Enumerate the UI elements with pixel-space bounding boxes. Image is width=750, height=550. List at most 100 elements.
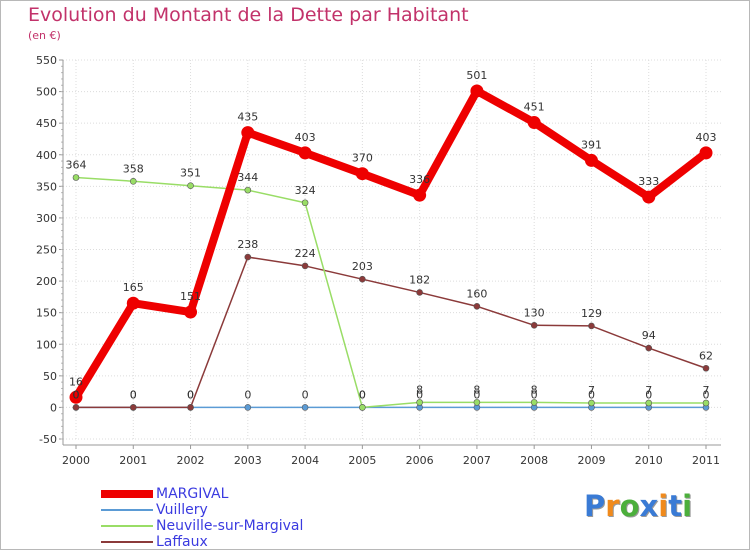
data-label: 0: [703, 388, 710, 401]
data-label: 0: [130, 388, 137, 401]
data-point: [645, 344, 653, 352]
data-label: 165: [123, 281, 144, 294]
data-label: 130: [524, 306, 545, 319]
legend-item: Laffaux: [101, 534, 303, 550]
data-label: 0: [588, 388, 595, 401]
data-point: [359, 404, 366, 411]
data-point: [241, 126, 255, 140]
data-label: 129: [581, 307, 602, 320]
x-tick-label: 2004: [291, 454, 319, 467]
data-point: [473, 399, 481, 406]
data-label: 0: [645, 388, 652, 401]
chart-legend: MARGIVAL Vuillery Neuville-sur-Margival Laf…: [101, 486, 303, 550]
data-point: [301, 199, 309, 207]
legend-label: Vuillery: [156, 502, 208, 518]
data-label: 370: [352, 152, 373, 165]
logo-letter: P: [584, 489, 606, 523]
logo-letter: i: [682, 489, 693, 523]
data-point: [301, 404, 309, 411]
logo-letter: o: [619, 489, 640, 523]
data-label: 94: [642, 329, 656, 342]
data-point: [355, 167, 369, 181]
data-label: 224: [295, 247, 316, 260]
y-tick-label: 150: [36, 307, 57, 320]
data-label: 7: [703, 384, 710, 397]
data-point: [642, 190, 656, 204]
series-neuville-sur-margival: [72, 174, 710, 411]
data-point: [470, 84, 484, 98]
data-label: 8: [473, 383, 480, 396]
data-point: [69, 390, 83, 404]
data-point: [72, 404, 80, 411]
data-label: 403: [696, 131, 717, 144]
y-tick-label: 450: [36, 117, 57, 130]
data-point: [702, 399, 710, 407]
data-label: 0: [244, 388, 251, 401]
data-point: [129, 177, 137, 185]
data-point: [187, 182, 194, 190]
data-point: [588, 399, 595, 407]
data-point: [301, 262, 309, 270]
data-label: 403: [295, 131, 316, 144]
series-margival: [69, 84, 713, 404]
data-point: [530, 399, 538, 406]
chart-subtitle: (en €): [28, 29, 61, 42]
data-point: [416, 399, 423, 406]
data-label: 0: [130, 388, 137, 401]
data-point: [359, 275, 366, 283]
data-label: 0: [359, 388, 366, 401]
data-point: [530, 321, 538, 329]
legend-label: MARGIVAL: [156, 486, 229, 502]
data-point: [126, 296, 140, 310]
data-label: 238: [237, 238, 258, 251]
x-tick-label: 2011: [692, 454, 720, 467]
legend-swatch: [101, 525, 153, 527]
series-line: [75, 256, 707, 409]
data-label: 501: [466, 69, 487, 82]
data-label: 62: [699, 349, 713, 362]
logo-letter: x: [639, 489, 659, 523]
data-label: 7: [645, 384, 652, 397]
logo-letter: r: [605, 489, 620, 523]
x-tick-label: 2003: [234, 454, 262, 467]
x-tick-label: 2010: [635, 454, 663, 467]
data-label: 351: [180, 167, 201, 180]
y-tick-label: 500: [36, 86, 57, 99]
y-tick-label: 50: [43, 370, 57, 383]
data-label: 451: [524, 101, 545, 114]
data-point: [187, 404, 194, 411]
data-label: 0: [416, 388, 423, 401]
y-tick-label: 200: [36, 275, 57, 288]
x-tick-label: 2006: [406, 454, 434, 467]
data-point: [184, 305, 198, 319]
y-tick-label: -50: [39, 433, 57, 446]
data-label: 0: [187, 388, 194, 401]
legend-label: Laffaux: [156, 534, 208, 550]
y-tick-label: 0: [50, 401, 57, 414]
series-line: [75, 176, 707, 409]
y-tick-label: 400: [36, 149, 57, 162]
y-tick-label: 100: [36, 338, 57, 351]
data-point: [527, 116, 541, 130]
data-label: 0: [73, 388, 80, 401]
legend-swatch: [101, 490, 153, 498]
proxiti-logo: Proxiti: [584, 489, 692, 523]
legend-swatch: [101, 509, 153, 511]
data-label: 391: [581, 138, 602, 151]
data-label: 0: [187, 388, 194, 401]
legend-item: Neuville-sur-Margival: [101, 518, 303, 534]
data-label: 151: [180, 290, 201, 303]
data-label: 358: [123, 162, 144, 175]
data-point: [699, 146, 713, 160]
legend-swatch: [101, 541, 153, 543]
x-tick-label: 2009: [577, 454, 605, 467]
y-tick-label: 250: [36, 244, 57, 257]
y-tick-label: 350: [36, 180, 57, 193]
x-tick-label: 2007: [463, 454, 491, 467]
data-label: 7: [588, 384, 595, 397]
x-tick-label: 2000: [62, 454, 90, 467]
x-tick-label: 2001: [119, 454, 147, 467]
data-point: [244, 253, 252, 261]
y-tick-label: 300: [36, 212, 57, 225]
